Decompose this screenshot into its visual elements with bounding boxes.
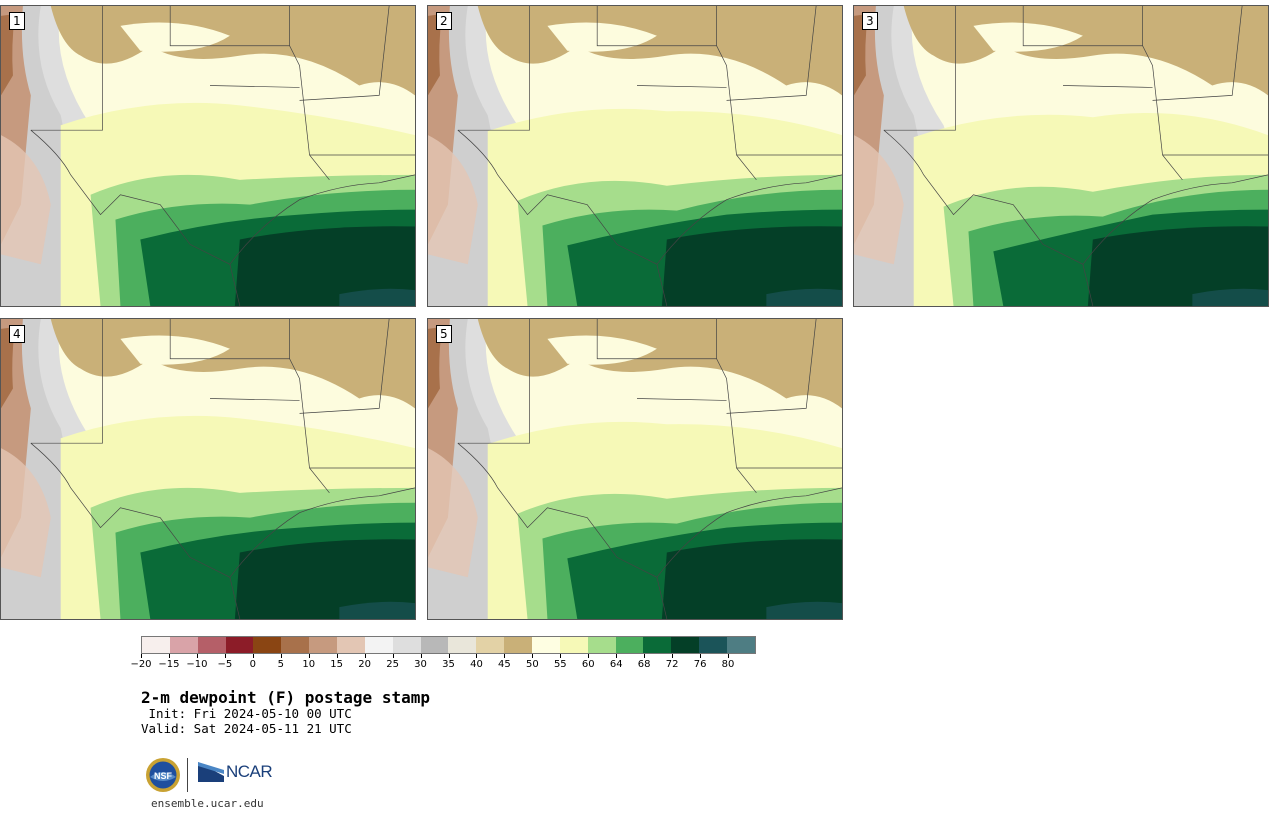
colorbar (141, 636, 756, 654)
site-url: ensemble.ucar.edu (151, 797, 264, 810)
colorbar-tick (448, 654, 450, 658)
colorbar-segment (615, 637, 644, 653)
colorbar-tick (644, 654, 646, 658)
colorbar-tick-label: −5 (217, 659, 233, 670)
colorbar-ticks: −20 −15 −10 −5 0 5 10 15 20 25 30 35 40 45 50 55 60 64 68 7… (130, 654, 756, 674)
colorbar-segment (253, 637, 282, 653)
colorbar-segment (671, 637, 700, 653)
colorbar-tick (280, 654, 282, 658)
colorbar-segment (643, 637, 672, 653)
colorbar-segment (142, 637, 170, 653)
ncar-logo-mark-icon (198, 762, 224, 782)
dewpoint-map-icon (428, 319, 842, 619)
colorbar-tick-label: 0 (249, 659, 256, 670)
dewpoint-map-icon (1, 319, 415, 619)
colorbar-tick-label: 76 (693, 659, 707, 670)
map-panel-3: 3 (853, 5, 1269, 307)
colorbar-tick-label: 5 (277, 659, 284, 670)
map-panel-4: 4 (0, 318, 416, 620)
colorbar-tick (588, 654, 590, 658)
colorbar-tick-label: 60 (581, 659, 595, 670)
colorbar-tick-label: 68 (637, 659, 651, 670)
colorbar-tick-label: 45 (498, 659, 511, 670)
colorbar-tick-label: 35 (442, 659, 455, 670)
dewpoint-map-icon (1, 6, 415, 306)
panel-number: 5 (436, 325, 452, 343)
logo-divider (187, 758, 188, 792)
colorbar-segment (309, 637, 338, 653)
colorbar-segment (559, 637, 588, 653)
colorbar-tick (672, 654, 674, 658)
colorbar-tick (560, 654, 562, 658)
valid-time: Valid: Sat 2024-05-11 21 UTC (141, 721, 352, 736)
colorbar-segment (169, 637, 198, 653)
colorbar-tick-label: 64 (609, 659, 623, 670)
map-field (1, 319, 415, 619)
colorbar-tick-label: 10 (302, 659, 316, 670)
colorbar-tick (168, 654, 170, 658)
colorbar-tick (476, 654, 478, 658)
colorbar-segment (504, 637, 533, 653)
colorbar-tick (700, 654, 702, 658)
init-time: Init: Fri 2024-05-10 00 UTC (141, 706, 352, 721)
panel-number: 3 (862, 12, 878, 30)
colorbar-segment (699, 637, 728, 653)
ncar-logo-text: NCAR (226, 762, 273, 781)
colorbar-tick-label: 72 (665, 659, 679, 670)
colorbar-tick-label: 40 (470, 659, 483, 670)
colorbar-tick-label: 55 (553, 659, 567, 670)
colorbar-tick (252, 654, 254, 658)
colorbar-tick-label: −20 (130, 659, 152, 670)
panel-number: 4 (9, 325, 25, 343)
colorbar-tick (141, 654, 142, 658)
map-field (854, 6, 1268, 306)
colorbar-tick (392, 654, 394, 658)
nsf-logo: NSF (145, 757, 181, 793)
panel-number: 2 (436, 12, 452, 30)
panel-number: 1 (9, 12, 25, 30)
colorbar-tick (308, 654, 310, 658)
colorbar-tick (336, 654, 338, 658)
colorbar-tick-label: 30 (414, 659, 427, 670)
colorbar-segment (225, 637, 254, 653)
colorbar-tick-label: −15 (158, 659, 180, 670)
map-panel-1: 1 (0, 5, 416, 307)
dewpoint-map-icon (428, 6, 842, 306)
map-field (428, 319, 842, 619)
colorbar-segment (587, 637, 616, 653)
colorbar-tick (728, 654, 730, 658)
colorbar-tick (504, 654, 506, 658)
colorbar-segment (727, 637, 755, 653)
colorbar-segment (448, 637, 477, 653)
map-panel-5: 5 (427, 318, 843, 620)
colorbar-tick-label: 20 (358, 659, 371, 670)
colorbar-tick (616, 654, 618, 658)
colorbar-segment (337, 637, 365, 653)
ncar-logo: NCAR (198, 762, 273, 782)
colorbar-segment (476, 637, 505, 653)
map-field (428, 6, 842, 306)
colorbar-tick (532, 654, 534, 658)
colorbar-tick-label: 50 (525, 659, 539, 670)
colorbar-tick-label: 80 (721, 659, 735, 670)
colorbar-tick (196, 654, 198, 658)
colorbar-segment (420, 637, 449, 653)
colorbar-segment (197, 637, 226, 653)
colorbar-tick (364, 654, 366, 658)
nsf-logo-text: NSF (154, 771, 173, 781)
colorbar-segment (532, 637, 560, 653)
colorbar-tick (224, 654, 226, 658)
product-title: 2-m dewpoint (F) postage stamp (141, 688, 430, 707)
map-field (1, 6, 415, 306)
colorbar-tick-label: 25 (386, 659, 399, 670)
colorbar-segment (364, 637, 393, 653)
dewpoint-map-icon (854, 6, 1268, 306)
colorbar-segment (392, 637, 421, 653)
map-panel-2: 2 (427, 5, 843, 307)
colorbar-tick (420, 654, 422, 658)
colorbar-tick-label: −10 (186, 659, 208, 670)
colorbar-tick-label: 15 (330, 659, 344, 670)
colorbar-segment (281, 637, 310, 653)
